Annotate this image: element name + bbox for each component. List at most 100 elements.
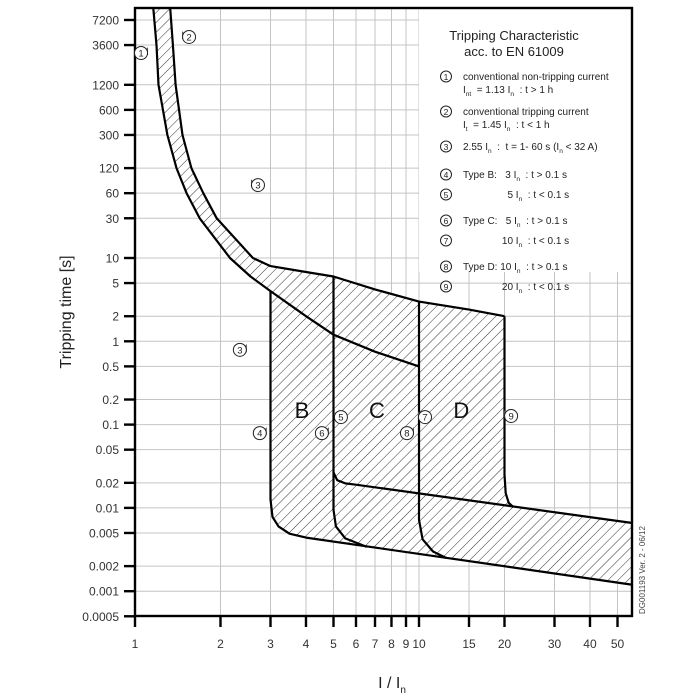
legend-number: 6	[444, 216, 449, 226]
legend-number: 2	[444, 107, 449, 117]
x-tick-label: 8	[388, 637, 395, 651]
legend-background	[419, 9, 631, 272]
legend-subscript: t	[466, 126, 468, 133]
curve-x5-upper-branch	[332, 276, 357, 486]
legend-number: 4	[444, 170, 449, 180]
x-tick-label: 9	[403, 637, 410, 651]
legend-subscript: n	[510, 91, 514, 98]
legend-number: 9	[444, 282, 449, 292]
legend-text: = 1.45 I	[468, 120, 507, 131]
y-tick-label: 0.01	[96, 501, 120, 515]
legend-number-circle	[440, 260, 452, 273]
legend-text: : t < 0.1 s	[522, 190, 569, 201]
x-axis-label: I / In	[378, 675, 406, 696]
marker-circle	[182, 29, 197, 44]
marker-number: 9	[508, 411, 513, 422]
curve-thermal-upper	[169, 8, 505, 318]
legend-text: : t > 0.1 s	[521, 216, 568, 227]
legend-subscript: n	[559, 148, 563, 155]
curve-type-b-left	[269, 291, 307, 539]
marker-number: 8	[404, 429, 409, 440]
legend-text-line: Int = 1.13 In : t > 1 h	[463, 85, 553, 98]
legend-number-circle	[440, 140, 452, 153]
legend-subscript: n	[517, 222, 521, 229]
y-tick-label: 0.0005	[82, 610, 119, 624]
legend: Tripping Characteristic acc. to EN 61009…	[440, 28, 609, 295]
legend-number-circle	[440, 234, 452, 247]
marker-circle	[250, 178, 265, 193]
marker-circle	[252, 426, 267, 441]
marker-7: 7	[418, 410, 433, 425]
legend-subscript: n	[519, 288, 523, 295]
y-tick-label: 0.001	[89, 585, 119, 599]
legend-number-circle	[440, 214, 452, 227]
legend-number: 8	[444, 262, 449, 272]
legend-text: : t > 1 h	[514, 85, 553, 96]
y-axis-label: Tripping time [s]	[58, 255, 75, 368]
legend-number-circle	[440, 70, 452, 83]
marker-number: 4	[257, 429, 262, 440]
x-tick-label: 5	[330, 637, 337, 651]
legend-subscript: n	[507, 126, 511, 133]
x-tick-label: 1	[132, 637, 139, 651]
x-tick-label: 40	[583, 637, 597, 651]
marker-circle	[314, 426, 329, 441]
annotation-markers: 1 2 3 3 4 5 6 7 8 9	[134, 29, 519, 441]
legend-text-line: Type C: 5 In : t > 0.1 s	[463, 216, 568, 229]
legend-item-6: 6 Type C: 5 In : t > 0.1 s	[440, 214, 568, 229]
legend-text: : t = 1- 60 s (I	[492, 142, 560, 153]
marker-number: 2	[186, 32, 191, 43]
legend-item-3: 3 2.55 In : t = 1- 60 s (In < 32 A)	[440, 140, 598, 155]
x-tick-label: 10	[412, 637, 426, 651]
legend-text: 10 I	[463, 236, 519, 247]
curves	[152, 8, 632, 586]
y-tick-label: 0.5	[102, 360, 119, 374]
y-tick-label: 0.002	[89, 560, 119, 574]
marker-3: 3	[232, 342, 247, 357]
legend-text: I	[463, 120, 466, 131]
legend-text: Type B: 3 I	[463, 170, 516, 181]
legend-text: 2.55 I	[463, 142, 488, 153]
legend-text-line: conventional non-tripping current	[463, 72, 609, 83]
marker-circle	[333, 410, 348, 425]
legend-item-9: 9 20 In : t < 0.1 s	[440, 280, 569, 295]
legend-subscript: n	[519, 196, 523, 203]
legend-item-1: 1 conventional non-tripping current Int = …	[440, 70, 609, 98]
y-tick-label: 7200	[92, 13, 119, 27]
legend-text: conventional non-tripping current	[463, 72, 609, 83]
legend-item-4: 4 Type B: 3 In : t > 0.1 s	[440, 168, 567, 183]
legend-text-line: 20 In : t < 0.1 s	[463, 282, 569, 295]
marker-number: 6	[319, 429, 324, 440]
document-id: DG001193 Ver. 2 - 06/12	[638, 526, 647, 614]
region-label-b: B	[295, 398, 310, 423]
legend-subtitle: acc. to EN 61009	[464, 44, 564, 59]
curve-x20-line	[503, 316, 515, 509]
legend-text: : t > 0.1 s	[520, 170, 567, 181]
marker-1: 1	[134, 46, 149, 61]
y-tick-label: 30	[106, 212, 120, 226]
legend-text: 5 I	[463, 190, 519, 201]
legend-text: < 32 A)	[563, 142, 598, 153]
legend-text-line: conventional tripping current	[463, 107, 589, 118]
curve-x5-lower-branch	[332, 472, 368, 548]
legend-subscript: n	[488, 148, 492, 155]
legend-subscript: n	[516, 176, 520, 183]
legend-number-circle	[440, 280, 452, 293]
legend-text-line: Type D: 10 In : t > 0.1 s	[463, 262, 568, 275]
legend-text: Type C: 5 I	[463, 216, 517, 227]
marker-number: 3	[237, 345, 242, 356]
plot-frame	[133, 6, 634, 618]
y-tick-label: 300	[99, 128, 119, 142]
legend-text: = 1.13 I	[471, 85, 510, 96]
marker-circle	[418, 410, 433, 425]
legend-text: I	[463, 85, 466, 96]
marker-6: 6	[314, 426, 329, 441]
legend-number: 1	[444, 72, 449, 82]
marker-number: 1	[138, 49, 143, 60]
marker-circle	[504, 408, 519, 423]
marker-circle	[399, 426, 414, 441]
region-labels: B C D	[295, 398, 470, 423]
legend-item-5: 5 5 In : t < 0.1 s	[440, 188, 569, 203]
legend-text-line: 2.55 In : t = 1- 60 s (In < 32 A)	[463, 142, 598, 155]
x-tick-label: 4	[303, 637, 310, 651]
